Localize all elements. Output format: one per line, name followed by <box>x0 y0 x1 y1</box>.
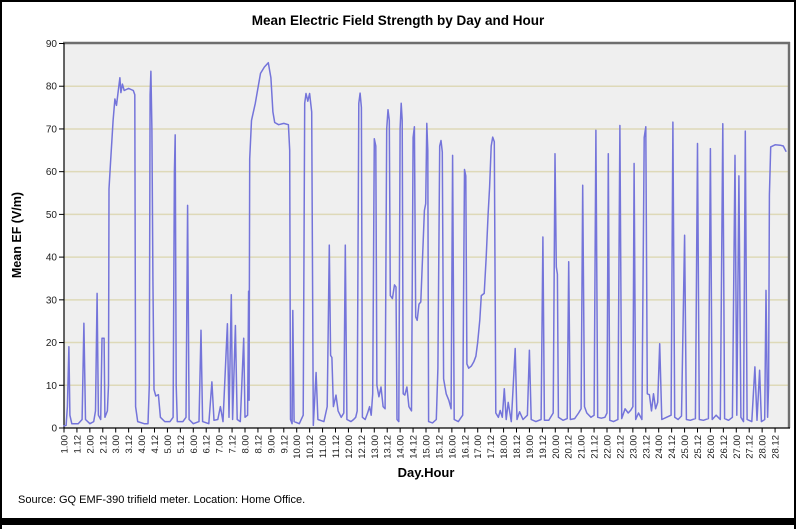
y-tick-label: 10 <box>46 381 58 392</box>
x-tick-label: 5.00 <box>163 435 174 454</box>
x-tick-label: 20.00 <box>551 435 562 459</box>
bottom-border-bar <box>2 518 794 525</box>
x-tick-label: 24.12 <box>667 435 678 459</box>
x-tick-label: 26.00 <box>706 435 717 459</box>
x-tick-label: 1.00 <box>60 435 71 454</box>
x-tick-label: 2.12 <box>98 435 109 454</box>
x-tick-label: 6.12 <box>202 435 213 454</box>
x-tick-label: 18.00 <box>499 435 510 459</box>
y-tick-label: 0 <box>51 424 57 435</box>
x-tick-label: 5.12 <box>176 435 187 454</box>
y-tick-label: 50 <box>46 210 58 221</box>
x-tick-label: 21.00 <box>577 435 588 459</box>
x-tick-label: 27.12 <box>745 435 756 459</box>
x-tick-label: 17.12 <box>486 435 497 459</box>
x-tick-label: 20.12 <box>564 435 575 459</box>
x-tick-label: 2.00 <box>85 435 96 454</box>
x-tick-label: 16.12 <box>460 435 471 459</box>
ef-series-line <box>63 61 787 427</box>
x-tick-label: 6.00 <box>189 435 200 454</box>
x-tick-label: 25.12 <box>693 435 704 459</box>
y-tick-label: 20 <box>46 338 58 349</box>
x-tick-label: 8.12 <box>253 435 264 454</box>
x-tick-label: 19.00 <box>525 435 536 459</box>
x-tick-label: 13.12 <box>383 435 394 459</box>
x-tick-label: 26.12 <box>719 435 730 459</box>
plot-area <box>64 43 788 428</box>
y-tick-label: 40 <box>46 253 58 264</box>
y-tick-label: 60 <box>46 167 58 178</box>
y-tick-label: 90 <box>46 39 58 50</box>
x-tick-label: 22.12 <box>615 435 626 459</box>
source-note: Source: GQ EMF-390 trifield meter. Locat… <box>18 494 306 506</box>
x-tick-label: 12.12 <box>357 435 368 459</box>
x-tick-label: 23.00 <box>628 435 639 459</box>
x-tick-label: 11.12 <box>331 435 342 458</box>
x-tick-label: 10.12 <box>305 435 316 459</box>
x-tick-label: 4.12 <box>150 435 161 454</box>
y-axis-title: Mean EF (V/m) <box>10 191 24 279</box>
x-tick-label: 22.00 <box>603 435 614 459</box>
x-tick-label: 7.12 <box>228 435 239 454</box>
x-tick-label: 9.00 <box>266 435 277 454</box>
x-tick-label: 3.00 <box>111 435 122 454</box>
y-tick-label: 30 <box>46 295 58 306</box>
x-tick-label: 9.12 <box>279 435 290 454</box>
x-tick-label: 15.00 <box>422 435 433 459</box>
x-tick-label: 27.00 <box>732 435 743 459</box>
x-tick-label: 16.00 <box>447 435 458 459</box>
x-tick-label: 13.00 <box>370 435 381 459</box>
x-tick-label: 19.12 <box>538 435 549 459</box>
x-tick-label: 12.00 <box>344 435 355 459</box>
x-tick-label: 14.12 <box>409 435 420 459</box>
x-tick-label: 7.00 <box>215 435 226 454</box>
x-tick-label: 21.12 <box>590 435 601 459</box>
x-axis-title: Day.Hour <box>397 465 455 480</box>
x-tick-label: 17.00 <box>473 435 484 459</box>
x-tick-label: 15.12 <box>434 435 445 459</box>
x-tick-label: 24.00 <box>654 435 665 459</box>
x-tick-label: 23.12 <box>641 435 652 459</box>
x-tick-label: 1.12 <box>72 435 83 454</box>
x-tick-label: 10.00 <box>292 435 303 459</box>
x-tick-label: 11.00 <box>318 435 329 458</box>
x-tick-label: 25.00 <box>680 435 691 459</box>
x-tick-label: 14.00 <box>396 435 407 459</box>
chart-title: Mean Electric Field Strength by Day and … <box>251 13 545 28</box>
x-tick-label: 3.12 <box>124 435 135 454</box>
x-tick-label: 8.00 <box>241 435 252 454</box>
x-tick-label: 18.12 <box>512 435 523 459</box>
x-tick-label: 28.00 <box>758 435 769 459</box>
y-tick-label: 70 <box>46 124 58 135</box>
y-tick-label: 80 <box>46 82 58 93</box>
x-tick-label: 28.12 <box>771 435 782 459</box>
x-tick-label: 4.00 <box>137 435 148 454</box>
